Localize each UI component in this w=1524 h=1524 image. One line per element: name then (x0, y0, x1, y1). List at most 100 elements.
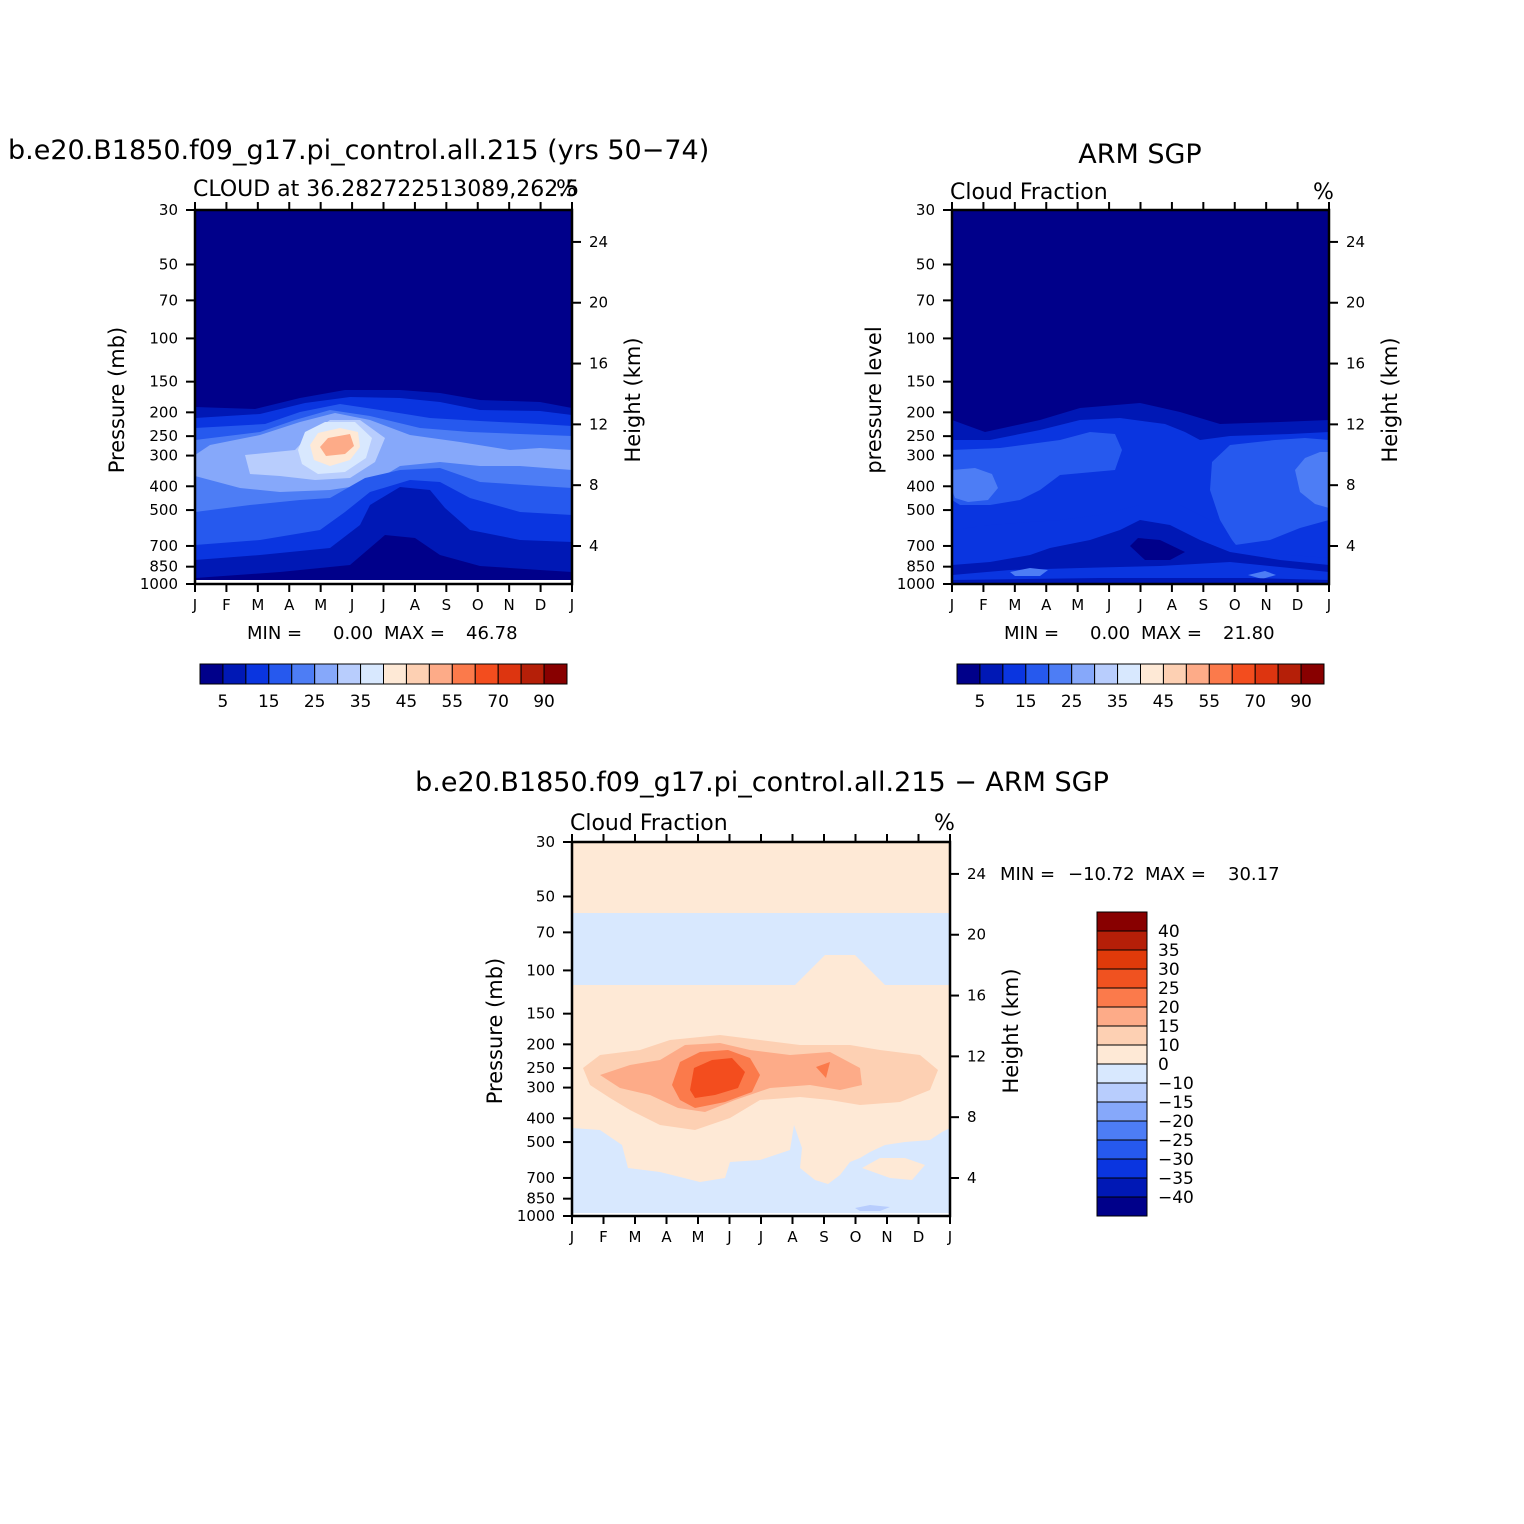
colorbar-label: 25 (1061, 692, 1083, 712)
contour-fill (195, 535, 572, 584)
panel-diff-title: b.e20.B1850.f09_g17.pi_control.all.215 −… (415, 767, 1109, 798)
x-tick-label: O (1229, 596, 1241, 614)
x-tick-label: M (629, 1228, 642, 1246)
y-tick-label: 850 (149, 558, 178, 576)
colorbar-label: 45 (396, 692, 418, 712)
colorbar-label: −10 (1158, 1074, 1194, 1094)
y-tick-label: 200 (149, 403, 178, 421)
y-tick-label: 1000 (897, 575, 935, 593)
contour-fill (1130, 538, 1185, 560)
colorbar-swatch (1231, 663, 1256, 685)
colorbar-swatch (1025, 663, 1050, 685)
colorbar-swatch (1208, 663, 1233, 685)
colorbar-swatch (199, 663, 224, 685)
panel-diff-units: % (934, 811, 955, 836)
x-tick-label: A (787, 1228, 798, 1246)
x-tick-label: D (913, 1228, 925, 1246)
x-tick-label: J (1137, 596, 1142, 614)
panel-model: b.e20.B1850.f09_g17.pi_control.all.215 (… (8, 135, 709, 712)
colorbar-label: −30 (1158, 1150, 1194, 1170)
x-tick-label: M (251, 596, 264, 614)
y-right-tick-label: 4 (589, 537, 599, 555)
y-tick-label: 150 (149, 373, 178, 391)
colorbar-swatch (497, 663, 522, 685)
x-tick-label: J (1326, 596, 1331, 614)
panel-diff-min-label: MIN = (1000, 864, 1055, 885)
x-tick-label: D (535, 596, 547, 614)
x-tick-label: J (192, 596, 197, 614)
y-right-tick-label: 24 (589, 233, 608, 251)
colorbar-swatch (1096, 1025, 1148, 1046)
y-tick-label: 30 (159, 201, 178, 219)
colorbar-swatch (1096, 987, 1148, 1008)
colorbar-swatch (1096, 949, 1148, 970)
colorbar-label: 15 (1015, 692, 1037, 712)
y-tick-label: 30 (536, 833, 555, 851)
x-tick-label: J (569, 1228, 574, 1246)
y-tick-label: 50 (916, 255, 935, 273)
y-right-tick-label: 4 (967, 1169, 977, 1187)
panel-model-title: b.e20.B1850.f09_g17.pi_control.all.215 (… (8, 135, 709, 166)
contour-fill (816, 1062, 830, 1078)
colorbar-swatch (1096, 1158, 1148, 1179)
y-right-tick-label: 8 (967, 1108, 977, 1126)
x-tick-label: J (349, 596, 354, 614)
colorbar-label: 35 (1107, 692, 1129, 712)
colorbar-swatch (291, 663, 316, 685)
y-tick-label: 100 (906, 329, 935, 347)
colorbar-label: 40 (1158, 922, 1180, 942)
contour-fill (1210, 438, 1329, 545)
colorbar-swatch (1096, 1196, 1148, 1217)
colorbar-swatch (1096, 1006, 1148, 1027)
panel-model-contours (195, 210, 572, 584)
y-right-tick-label: 8 (589, 476, 599, 494)
y-right-tick-label: 12 (1346, 415, 1365, 433)
colorbar-label: −35 (1158, 1169, 1194, 1189)
y-tick-label: 700 (526, 1169, 555, 1187)
colorbar-swatch (1096, 968, 1148, 989)
y-tick-label: 250 (526, 1059, 555, 1077)
y-tick-label: 150 (526, 1005, 555, 1023)
y-tick-label: 400 (526, 1109, 555, 1127)
panel-model-ylabel: Pressure (mb) (105, 327, 129, 474)
y-tick-label: 250 (906, 427, 935, 445)
contour-fill (1248, 571, 1276, 579)
colorbar-swatch (268, 663, 293, 685)
x-tick-label: S (1199, 596, 1209, 614)
y-right-tick-label: 20 (967, 926, 986, 944)
colorbar-swatch (1002, 663, 1027, 685)
colorbar-swatch (245, 663, 270, 685)
y-right-tick-label: 16 (967, 987, 986, 1005)
panel-obs: ARM SGP Cloud Fraction % J F M A M J J A S O N D J 30… (862, 139, 1402, 712)
y-tick-label: 30 (916, 201, 935, 219)
y-right-tick-label: 20 (1346, 294, 1365, 312)
y-tick-label: 400 (149, 477, 178, 495)
contour-fill (952, 578, 1329, 584)
colorbar-label: 5 (975, 692, 986, 712)
y-tick-label: 150 (906, 373, 935, 391)
y-right-tick-label: 24 (967, 865, 986, 883)
colorbar-swatch (451, 663, 476, 685)
x-tick-label: N (1261, 596, 1272, 614)
colorbar-label: 55 (1198, 692, 1220, 712)
x-tick-label: J (758, 1228, 763, 1246)
contour-fill (572, 1125, 950, 1216)
x-tick-label: O (850, 1228, 862, 1246)
y-tick-label: 500 (526, 1133, 555, 1151)
y-tick-label: 100 (526, 961, 555, 979)
panel-model-colorbar: 5 15 25 35 45 55 70 90 (199, 663, 568, 712)
contour-fill (572, 1213, 950, 1216)
x-tick-label: J (726, 1228, 731, 1246)
panel-obs-units: % (1313, 180, 1334, 205)
y-tick-label: 100 (149, 329, 178, 347)
colorbar-swatch (1096, 930, 1148, 951)
colorbar-swatch (1162, 663, 1187, 685)
x-tick-label: A (410, 596, 421, 614)
y-right-tick-label: 12 (589, 415, 608, 433)
colorbar-swatch (1117, 663, 1141, 685)
y-tick-label: 400 (906, 477, 935, 495)
colorbar-label: −25 (1158, 1131, 1194, 1151)
contour-fill (1295, 452, 1329, 508)
colorbar-label: −20 (1158, 1112, 1194, 1132)
colorbar-label: 55 (441, 692, 463, 712)
